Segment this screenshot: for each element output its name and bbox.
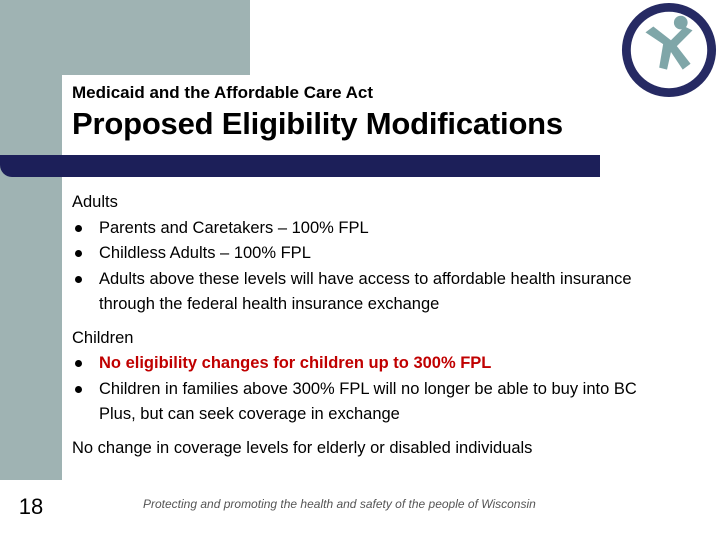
slide-number: 18	[18, 494, 44, 519]
children-list: No eligibility changes for children up t…	[72, 351, 672, 428]
list-item-text: No eligibility changes for children up t…	[99, 354, 492, 372]
left-sidebar-band	[0, 0, 62, 540]
footer-tagline: Protecting and promoting the health and …	[143, 497, 536, 511]
slide-subtitle: Medicaid and the Affordable Care Act	[72, 83, 374, 102]
slide-number-box	[0, 480, 62, 540]
top-accent-block	[0, 0, 250, 75]
person-figure-icon	[645, 15, 693, 70]
elderly-disabled-note: No change in coverage levels for elderly…	[72, 438, 533, 457]
list-item-text: Parents and Caretakers – 100% FPL	[99, 218, 369, 237]
adults-section: Adults Parents and Caretakers – 100% FPL…	[72, 190, 672, 318]
list-item-text: Children in families above 300% FPL will…	[99, 379, 637, 424]
bullet-icon	[75, 250, 82, 257]
dhs-logo: Department of Health Services State of W…	[621, 2, 717, 98]
list-item: Adults above these levels will have acce…	[72, 267, 672, 318]
list-item: Children in families above 300% FPL will…	[72, 377, 672, 428]
slide-body: Adults Parents and Caretakers – 100% FPL…	[72, 190, 672, 461]
list-item-text: Childless Adults – 100% FPL	[99, 244, 311, 262]
adults-heading: Adults	[72, 193, 118, 211]
bullet-icon	[75, 360, 82, 367]
bullet-icon	[75, 275, 82, 283]
list-item-text: Adults above these levels will have acce…	[99, 269, 632, 314]
bullet-icon	[75, 385, 82, 393]
children-heading: Children	[72, 328, 134, 347]
adults-list: Parents and Caretakers – 100% FPL Childl…	[72, 216, 672, 318]
title-rule-bar	[0, 155, 600, 177]
list-item: Childless Adults – 100% FPL	[72, 241, 672, 267]
bullet-icon	[75, 224, 82, 232]
list-item: No eligibility changes for children up t…	[72, 351, 672, 377]
list-item: Parents and Caretakers – 100% FPL	[72, 216, 672, 242]
slide-title: Proposed Eligibility Modifications	[72, 106, 563, 141]
children-section: Children No eligibility changes for chil…	[72, 326, 672, 428]
